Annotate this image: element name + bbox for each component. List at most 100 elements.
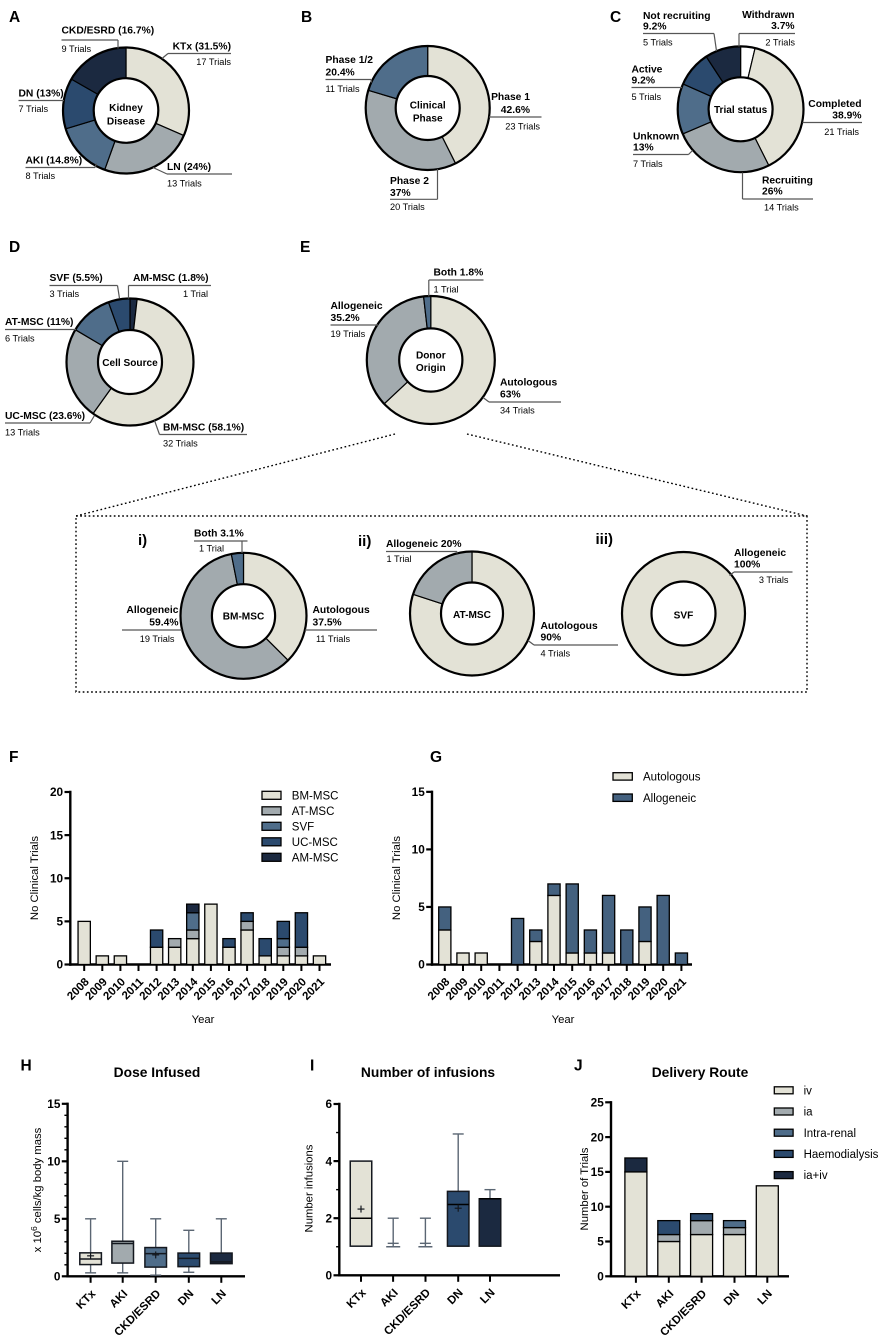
svg-text:KTx (31.5%): KTx (31.5%) <box>173 42 231 53</box>
svg-text:Delivery Route: Delivery Route <box>652 1065 749 1080</box>
svg-text:9.2%: 9.2% <box>643 22 666 33</box>
svg-text:SVF: SVF <box>674 610 694 621</box>
svg-text:Number infusions: Number infusions <box>304 1144 316 1232</box>
svg-text:Cell Source: Cell Source <box>102 358 158 369</box>
svg-text:Phase 1/2: Phase 1/2 <box>326 55 374 66</box>
svg-text:Autologous: Autologous <box>541 621 598 632</box>
svg-text:13%: 13% <box>633 143 654 154</box>
svg-text:10: 10 <box>50 871 64 885</box>
svg-text:90%: 90% <box>541 633 562 644</box>
svg-text:15: 15 <box>50 828 64 842</box>
svg-text:G: G <box>430 749 442 766</box>
svg-text:Trial status: Trial status <box>714 105 768 116</box>
svg-text:59.4%: 59.4% <box>149 618 178 629</box>
svg-text:Allogeneic 20%: Allogeneic 20% <box>386 539 462 550</box>
svg-text:14 Trials: 14 Trials <box>764 203 799 213</box>
svg-text:Completed: Completed <box>808 99 861 110</box>
svg-text:6 Trials: 6 Trials <box>5 334 35 344</box>
svg-text:1 Trial: 1 Trial <box>434 285 459 295</box>
svg-text:Autologous: Autologous <box>313 605 370 616</box>
svg-text:5: 5 <box>54 1212 61 1226</box>
svg-text:34 Trials: 34 Trials <box>500 406 535 416</box>
svg-text:D: D <box>9 239 20 256</box>
svg-text:Year: Year <box>552 1014 575 1026</box>
svg-text:DN (13%): DN (13%) <box>19 89 64 100</box>
svg-text:11 Trials: 11 Trials <box>316 634 350 644</box>
svg-text:6: 6 <box>326 1097 333 1111</box>
svg-text:Donor: Donor <box>416 351 446 362</box>
svg-text:I: I <box>310 1058 314 1075</box>
svg-text:3 Trials: 3 Trials <box>759 575 789 585</box>
svg-text:25: 25 <box>591 1096 605 1110</box>
svg-text:8 Trials: 8 Trials <box>26 171 56 181</box>
svg-text:37.5%: 37.5% <box>313 618 342 629</box>
svg-text:7 Trials: 7 Trials <box>19 104 49 114</box>
svg-text:9 Trials: 9 Trials <box>62 44 92 54</box>
svg-text:0: 0 <box>54 1270 61 1284</box>
svg-text:35.2%: 35.2% <box>331 313 360 324</box>
svg-text:63%: 63% <box>500 390 521 401</box>
svg-text:20.4%: 20.4% <box>326 68 355 79</box>
svg-text:Year: Year <box>192 1014 215 1026</box>
svg-text:H: H <box>21 1058 32 1075</box>
svg-text:AM-MSC (1.8%): AM-MSC (1.8%) <box>133 273 209 284</box>
svg-text:10: 10 <box>591 1200 605 1214</box>
svg-text:2: 2 <box>326 1211 333 1225</box>
svg-text:5: 5 <box>57 915 64 929</box>
svg-text:20: 20 <box>50 785 64 799</box>
svg-text:Both 1.8%: Both 1.8% <box>434 268 484 279</box>
svg-text:4: 4 <box>326 1154 333 1168</box>
svg-text:13 Trials: 13 Trials <box>167 179 202 189</box>
svg-text:5 Trials: 5 Trials <box>632 92 662 102</box>
svg-text:Disease: Disease <box>107 116 146 127</box>
svg-text:1 Trial: 1 Trial <box>387 554 412 564</box>
svg-text:No Clinical Trials: No Clinical Trials <box>29 836 41 920</box>
svg-text:BM-MSC: BM-MSC <box>292 790 339 802</box>
svg-text:SVF: SVF <box>292 821 314 833</box>
svg-text:iii): iii) <box>596 531 614 548</box>
svg-text:BM-MSC: BM-MSC <box>223 612 265 623</box>
svg-text:4 Trials: 4 Trials <box>541 649 571 659</box>
svg-text:5 Trials: 5 Trials <box>643 38 673 48</box>
svg-text:0: 0 <box>597 1270 604 1284</box>
svg-text:AM-MSC: AM-MSC <box>292 852 339 864</box>
svg-text:AT-MSC (11%): AT-MSC (11%) <box>5 317 73 328</box>
svg-text:Not recruiting: Not recruiting <box>643 11 711 22</box>
svg-text:ia: ia <box>804 1107 814 1119</box>
svg-text:Withdrawn: Withdrawn <box>742 10 795 21</box>
svg-text:100%: 100% <box>734 560 760 571</box>
svg-text:7 Trials: 7 Trials <box>633 159 663 169</box>
svg-text:Number of infusions: Number of infusions <box>361 1065 495 1080</box>
svg-text:J: J <box>574 1058 583 1075</box>
svg-text:38.9%: 38.9% <box>832 111 861 122</box>
svg-text:Phase 1: Phase 1 <box>491 92 530 103</box>
svg-text:5: 5 <box>418 900 425 914</box>
svg-text:x 106 cells/kg body mass: x 106 cells/kg body mass <box>29 1127 44 1252</box>
svg-text:23 Trials: 23 Trials <box>505 122 540 132</box>
svg-text:15: 15 <box>412 785 426 799</box>
svg-text:C: C <box>610 9 621 26</box>
svg-text:AT-MSC: AT-MSC <box>453 610 492 621</box>
svg-text:Allogeneic: Allogeneic <box>643 793 696 805</box>
svg-text:0: 0 <box>326 1269 333 1283</box>
svg-text:9.2%: 9.2% <box>632 76 655 87</box>
svg-text:20: 20 <box>591 1130 605 1144</box>
svg-text:Recruiting: Recruiting <box>762 176 813 187</box>
svg-text:10: 10 <box>412 843 426 857</box>
svg-text:UC-MSC: UC-MSC <box>292 837 338 849</box>
svg-text:CKD/ESRD (16.7%): CKD/ESRD (16.7%) <box>62 26 155 37</box>
svg-text:32 Trials: 32 Trials <box>163 439 198 449</box>
svg-text:19 Trials: 19 Trials <box>140 634 175 644</box>
svg-text:0: 0 <box>57 958 64 972</box>
svg-text:Autologous: Autologous <box>643 772 701 784</box>
svg-text:Number of Trials: Number of Trials <box>579 1147 591 1230</box>
svg-text:15: 15 <box>591 1165 605 1179</box>
svg-text:ia+iv: ia+iv <box>804 1170 828 1182</box>
svg-text:i): i) <box>138 532 147 549</box>
svg-text:Phase 2: Phase 2 <box>390 176 429 187</box>
svg-text:BM-MSC (58.1%): BM-MSC (58.1%) <box>163 423 244 434</box>
svg-text:No Clinical Trials: No Clinical Trials <box>391 836 403 920</box>
svg-text:Haemodialysis: Haemodialysis <box>804 1149 879 1161</box>
svg-text:Autologous: Autologous <box>500 378 557 389</box>
svg-text:Unknown: Unknown <box>633 132 679 143</box>
